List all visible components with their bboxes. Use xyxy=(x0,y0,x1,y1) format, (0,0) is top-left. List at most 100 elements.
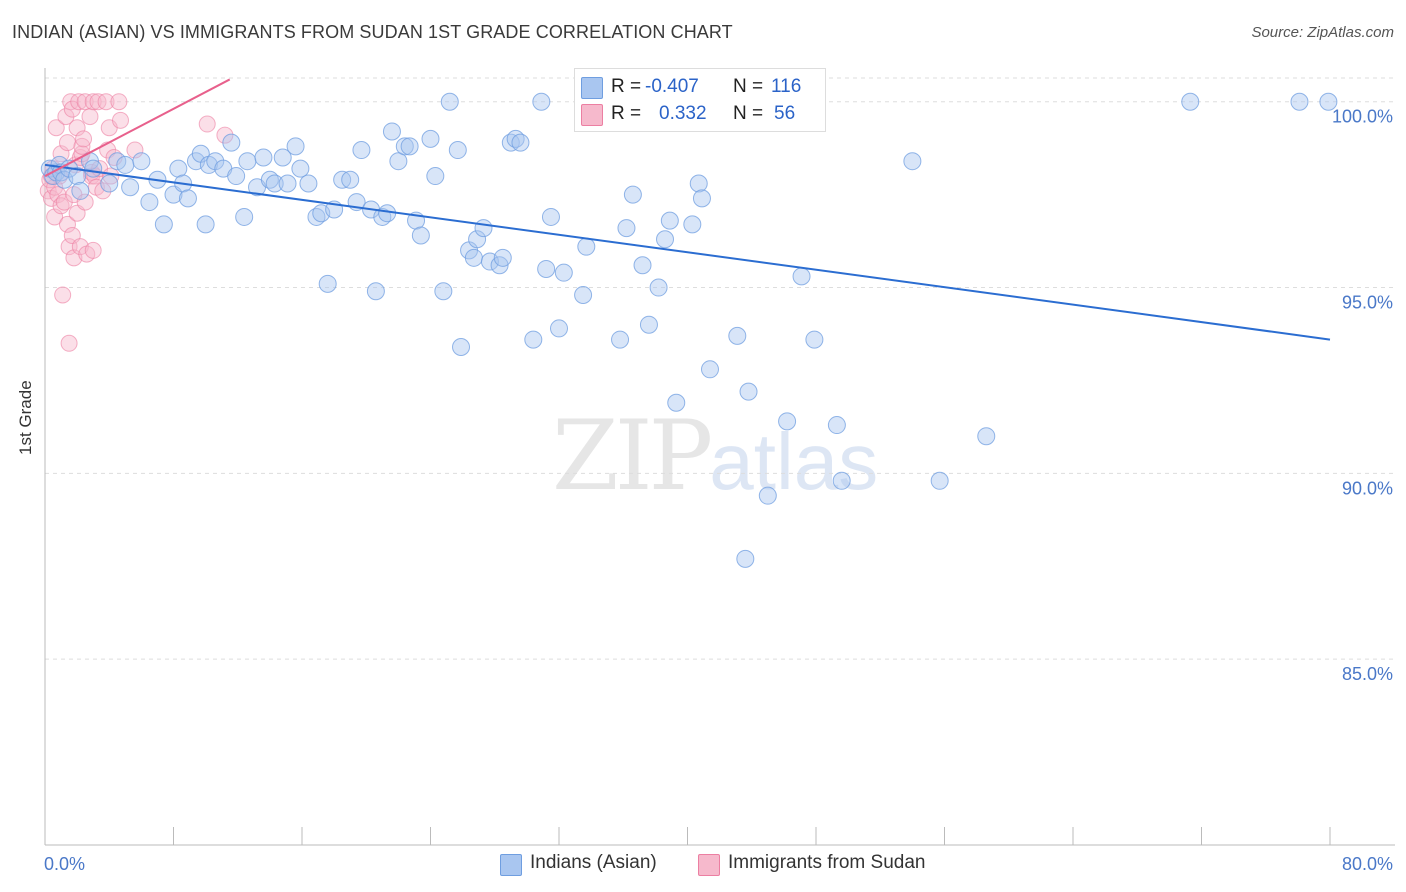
legend-n-value: 116 xyxy=(771,76,802,97)
y-tick-label: 95.0% xyxy=(1342,293,1393,313)
indian-point xyxy=(373,207,392,226)
indian-point xyxy=(464,248,483,267)
indian-point xyxy=(222,133,241,152)
indian-point xyxy=(656,230,675,249)
sudan-point xyxy=(110,93,128,111)
legend-row-indian: R = -0.407 N = 116 xyxy=(575,73,825,101)
legend-swatch-sudan xyxy=(581,104,603,126)
indian-point xyxy=(728,326,747,345)
indian-point xyxy=(299,174,318,193)
indian-point xyxy=(260,170,279,189)
indian-point xyxy=(474,219,493,238)
indian-point xyxy=(395,137,414,156)
indian-point xyxy=(452,338,471,357)
indian-point xyxy=(493,248,512,267)
indian-point xyxy=(169,159,188,178)
indian-point xyxy=(778,412,797,431)
x-tick-label: 80.0% xyxy=(1342,854,1393,874)
legend-r-label: R = xyxy=(611,76,642,97)
sudan-point xyxy=(76,193,94,211)
indian-point xyxy=(511,133,530,152)
indian-point xyxy=(68,167,87,186)
indian-point xyxy=(532,92,551,111)
indian-point xyxy=(121,178,140,197)
indian-point xyxy=(382,122,401,141)
indian-point xyxy=(903,152,922,171)
indian-point xyxy=(389,152,408,171)
indian-point xyxy=(1181,92,1200,111)
indian-point xyxy=(238,152,257,171)
legend-n-value: 56 xyxy=(774,103,796,124)
correlation-legend: R = -0.407 N = 116 R = 0.332 N = 56 xyxy=(574,68,826,132)
sudan-point xyxy=(54,286,72,304)
indian-point xyxy=(930,471,949,490)
indian-point xyxy=(792,267,811,286)
indian-point xyxy=(178,189,197,208)
indian-point xyxy=(550,319,568,338)
sudan-trend-line xyxy=(44,78,231,177)
x-tick-label: 0.0% xyxy=(44,854,85,874)
sudan-point xyxy=(84,241,102,259)
legend-n-label: N = xyxy=(733,103,764,124)
indian-point xyxy=(400,137,419,156)
indian-point xyxy=(434,282,453,301)
sudan-point xyxy=(97,93,115,111)
indian-point xyxy=(736,549,755,568)
indian-point xyxy=(278,174,297,193)
indian-point xyxy=(805,330,824,349)
sudan-point xyxy=(111,111,129,129)
source-label: Source: ZipAtlas.com xyxy=(1251,24,1394,41)
sudan-point xyxy=(216,126,234,144)
indian-point xyxy=(577,237,596,256)
watermark: ZIPatlas xyxy=(552,400,878,512)
indian-point xyxy=(352,141,371,160)
indian-point xyxy=(71,181,90,200)
indian-point xyxy=(100,174,119,193)
indian-point xyxy=(667,393,686,412)
indian-point xyxy=(689,174,708,193)
legend-r-value: 0.332 xyxy=(659,103,707,124)
indian-point xyxy=(291,159,310,178)
y-tick-label: 90.0% xyxy=(1342,478,1393,498)
indian-point xyxy=(1319,92,1338,111)
sudan-point xyxy=(60,334,78,352)
sudan-point xyxy=(47,119,65,137)
tick-labels: 85.0% 90.0% 95.0% 100.0% 0.0% 80.0% xyxy=(44,107,1393,874)
y-tick-label: 85.0% xyxy=(1342,664,1393,684)
sudan-points xyxy=(39,93,234,352)
sudan-point xyxy=(94,182,112,200)
indian-point xyxy=(154,215,173,234)
indian-point xyxy=(254,148,273,167)
sudan-point xyxy=(58,215,76,233)
indian-point xyxy=(286,137,305,156)
indian-point xyxy=(649,278,668,297)
indian-trend-line xyxy=(44,163,1331,341)
legend-n-label: N = xyxy=(733,76,764,97)
sudan-point xyxy=(70,93,88,111)
indian-points xyxy=(40,92,1338,568)
indian-point xyxy=(140,193,159,212)
indian-point xyxy=(639,315,658,334)
legend-r-label: R = xyxy=(611,103,642,124)
indian-point xyxy=(977,427,996,446)
sudan-point xyxy=(75,130,93,148)
indian-point xyxy=(227,167,246,186)
indian-point xyxy=(537,259,556,278)
indian-point xyxy=(84,159,103,178)
indian-point xyxy=(440,92,459,111)
indian-point xyxy=(1290,92,1309,111)
indian-point xyxy=(611,330,630,349)
indian-point xyxy=(448,141,467,160)
indian-point xyxy=(411,226,430,245)
indian-point xyxy=(468,230,487,249)
indian-point xyxy=(501,133,520,152)
sudan-point xyxy=(84,93,102,111)
legend-r-value: -0.407 xyxy=(645,76,699,97)
indian-point xyxy=(235,207,254,226)
bottom-legend-label: Indians (Asian) xyxy=(530,852,657,873)
indian-point xyxy=(116,155,135,174)
indian-point xyxy=(273,148,292,167)
indian-point xyxy=(683,215,702,234)
indian-point xyxy=(617,219,636,238)
